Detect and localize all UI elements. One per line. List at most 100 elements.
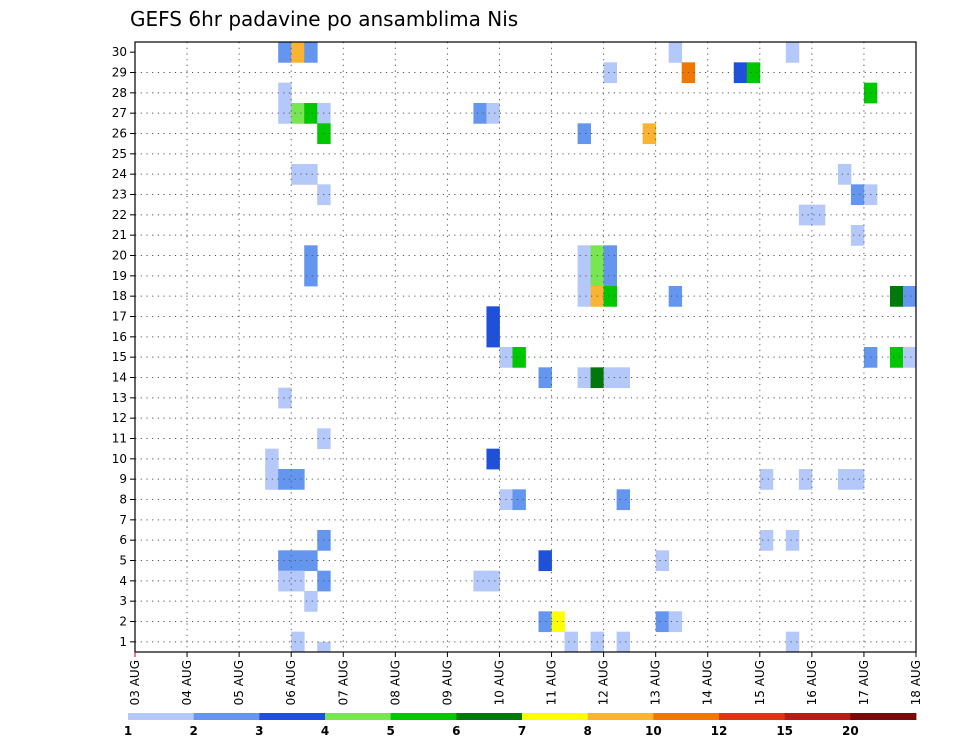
- data-cell: [811, 204, 826, 226]
- data-cell: [902, 286, 917, 307]
- data-cell: [577, 265, 591, 287]
- colorbar-label: 10: [645, 724, 662, 738]
- data-cell: [538, 367, 552, 389]
- data-cell: [837, 469, 852, 490]
- x-tick-label: 13 AUG: [649, 660, 663, 705]
- chart-title: GEFS 6hr padavine po ansamblima Nis: [130, 7, 518, 31]
- data-cells: [265, 42, 917, 653]
- data-cell: [317, 641, 331, 653]
- data-cell: [278, 469, 292, 490]
- data-cell: [278, 103, 292, 124]
- y-tick-label: 29: [112, 66, 127, 80]
- y-tick-label: 19: [112, 269, 127, 283]
- data-cell: [668, 286, 683, 307]
- data-cell: [616, 631, 631, 653]
- data-cell: [759, 530, 774, 551]
- x-tick-label: 17 AUG: [857, 660, 871, 705]
- y-tick-label: 8: [119, 493, 127, 507]
- data-cell: [538, 550, 552, 572]
- data-cell: [304, 42, 318, 63]
- y-tick-label: 21: [112, 228, 127, 242]
- y-tick-label: 16: [112, 330, 127, 344]
- y-tick-label: 6: [119, 533, 127, 547]
- data-cell: [850, 184, 865, 206]
- y-tick-label: 20: [112, 249, 127, 263]
- colorbar-swatch: [784, 713, 851, 720]
- x-tick-label: 18 AUG: [909, 660, 923, 705]
- y-tick-label: 26: [112, 127, 127, 141]
- colorbar-label: 8: [583, 724, 591, 738]
- data-cell: [486, 103, 500, 124]
- data-cell: [486, 570, 500, 592]
- data-cell: [486, 326, 500, 348]
- x-tick-label: 03 AUG: [128, 660, 142, 705]
- y-tick-label: 9: [119, 472, 127, 486]
- data-cell: [577, 123, 591, 145]
- data-cell: [304, 103, 318, 124]
- data-cell: [512, 347, 526, 368]
- data-cell: [603, 286, 618, 307]
- y-tick-label: 14: [112, 371, 127, 385]
- y-tick-label: 13: [112, 391, 127, 405]
- colorbar-label: 5: [386, 724, 394, 738]
- y-tick-label: 4: [119, 574, 127, 588]
- data-cell: [304, 265, 318, 287]
- y-tick-label: 3: [119, 594, 127, 608]
- data-cell: [655, 550, 670, 572]
- data-cell: [837, 164, 852, 185]
- data-cell: [577, 286, 591, 307]
- y-tick-label: 11: [112, 432, 127, 446]
- colorbar-label: 1: [124, 724, 132, 738]
- data-cell: [304, 550, 318, 572]
- y-tick-label: 27: [112, 106, 127, 120]
- y-tick-label: 2: [119, 615, 127, 629]
- data-cell: [798, 204, 813, 226]
- y-tick-label: 30: [112, 45, 127, 59]
- data-cell: [304, 591, 318, 612]
- data-cell: [603, 367, 618, 389]
- colorbar-swatch: [128, 713, 195, 720]
- x-tick-label: 05 AUG: [232, 660, 246, 705]
- x-tick-label: 10 AUG: [492, 660, 506, 705]
- data-cell: [642, 123, 657, 145]
- data-cell: [564, 631, 578, 653]
- x-tick-label: 16 AUG: [805, 660, 819, 705]
- y-tick-label: 17: [112, 310, 127, 324]
- data-cell: [616, 367, 631, 389]
- data-cell: [304, 164, 318, 185]
- x-tick-label: 08 AUG: [388, 660, 402, 705]
- colorbar-label: 3: [255, 724, 263, 738]
- colorbar: 1 2 3 4 5 6 7 8 10 12 15 20: [124, 713, 917, 738]
- y-tick-label: 25: [112, 147, 127, 161]
- x-tick-label: 14 AUG: [701, 660, 715, 705]
- data-cell: [850, 469, 865, 490]
- data-cell: [538, 611, 552, 633]
- data-cell: [785, 42, 800, 63]
- data-cell: [746, 62, 761, 84]
- y-tick-label: 18: [112, 289, 127, 303]
- y-tick-label: 24: [112, 167, 127, 181]
- data-cell: [785, 530, 800, 551]
- colorbar-label: 20: [842, 724, 859, 738]
- data-cell: [486, 448, 500, 470]
- colorbar-swatch: [456, 713, 523, 720]
- colorbar-label: 12: [711, 724, 728, 738]
- x-tick-label: 15 AUG: [753, 660, 767, 705]
- data-cell: [668, 42, 683, 63]
- colorbar-label: 2: [189, 724, 197, 738]
- data-cell: [603, 265, 618, 287]
- data-cell: [291, 570, 305, 592]
- data-cell: [473, 570, 487, 592]
- data-cell: [278, 387, 292, 409]
- colorbar-swatch: [390, 713, 457, 720]
- data-cell: [889, 286, 904, 307]
- data-cell: [278, 82, 292, 104]
- colorbar-label: 4: [321, 724, 329, 738]
- grid-lines: [135, 42, 916, 652]
- y-tick-label: 10: [112, 452, 127, 466]
- data-cell: [278, 550, 292, 572]
- y-axis-ticks: 1234567891011121314151617181920212223242…: [112, 45, 135, 649]
- y-tick-label: 28: [112, 86, 127, 100]
- colorbar-swatch: [259, 713, 326, 720]
- y-tick-label: 5: [119, 554, 127, 568]
